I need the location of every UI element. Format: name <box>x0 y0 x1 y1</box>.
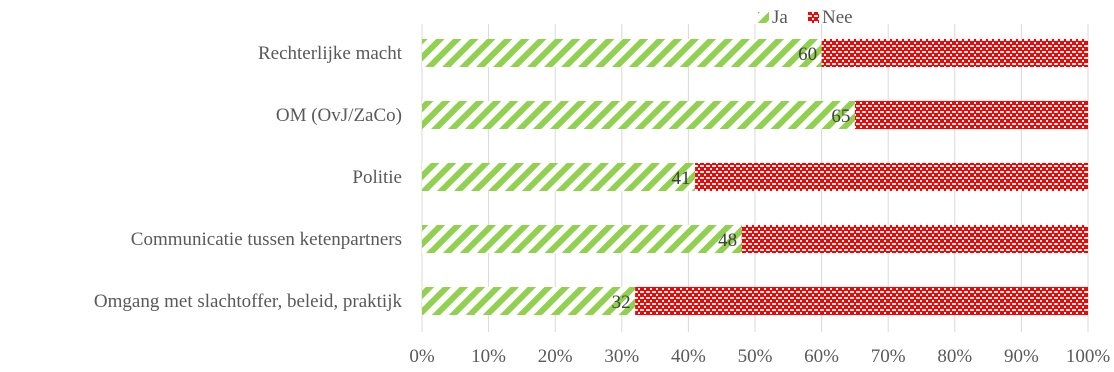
x-tick-label: 70% <box>871 346 906 367</box>
x-tick-label: 10% <box>471 346 506 367</box>
bar-nee <box>741 225 1088 253</box>
data-label: 60 <box>798 44 817 65</box>
category-label: Politie <box>352 167 402 188</box>
category-label: Rechterlijke macht <box>258 43 403 64</box>
bar-ja <box>422 39 822 67</box>
legend-label-nee: Nee <box>822 7 853 28</box>
data-label: 48 <box>718 230 737 251</box>
category-labels: Rechterlijke macht OM (OvJ/ZaCo) Politie Co… <box>94 43 403 312</box>
bar-ja <box>422 225 742 253</box>
bar-nee <box>821 39 1088 67</box>
legend-swatch-ja <box>758 12 769 23</box>
x-axis-ticks: 0% 10% 20% 30% 40% 50% 60% 70% 80% 90% 100% <box>409 346 1110 367</box>
x-tick-label: 40% <box>671 346 706 367</box>
data-label: 41 <box>672 168 691 189</box>
legend: Ja Nee <box>758 7 853 28</box>
legend-swatch-nee <box>808 12 819 23</box>
x-tick-label: 50% <box>738 346 773 367</box>
bar-ja <box>422 101 855 129</box>
bar-nee <box>854 101 1088 129</box>
category-label: Omgang met slachtoffer, beleid, praktijk <box>94 291 403 312</box>
x-tick-label: 20% <box>538 346 573 367</box>
category-label: OM (OvJ/ZaCo) <box>276 105 402 126</box>
x-tick-label: 0% <box>409 346 435 367</box>
x-tick-label: 60% <box>804 346 839 367</box>
x-tick-label: 100% <box>1066 346 1111 367</box>
bar-nee <box>695 163 1088 191</box>
x-tick-label: 80% <box>937 346 972 367</box>
data-labels: 60 65 41 48 32 <box>612 44 851 313</box>
bar-ja <box>422 163 696 191</box>
data-label: 65 <box>831 106 850 127</box>
legend-label-ja: Ja <box>772 7 788 28</box>
bars <box>422 39 1088 315</box>
bar-ja <box>422 287 636 315</box>
data-label: 32 <box>612 292 631 313</box>
bar-nee <box>635 287 1088 315</box>
x-tick-label: 90% <box>1004 346 1039 367</box>
x-tick-label: 30% <box>604 346 639 367</box>
category-label: Communicatie tussen ketenpartners <box>131 229 402 250</box>
